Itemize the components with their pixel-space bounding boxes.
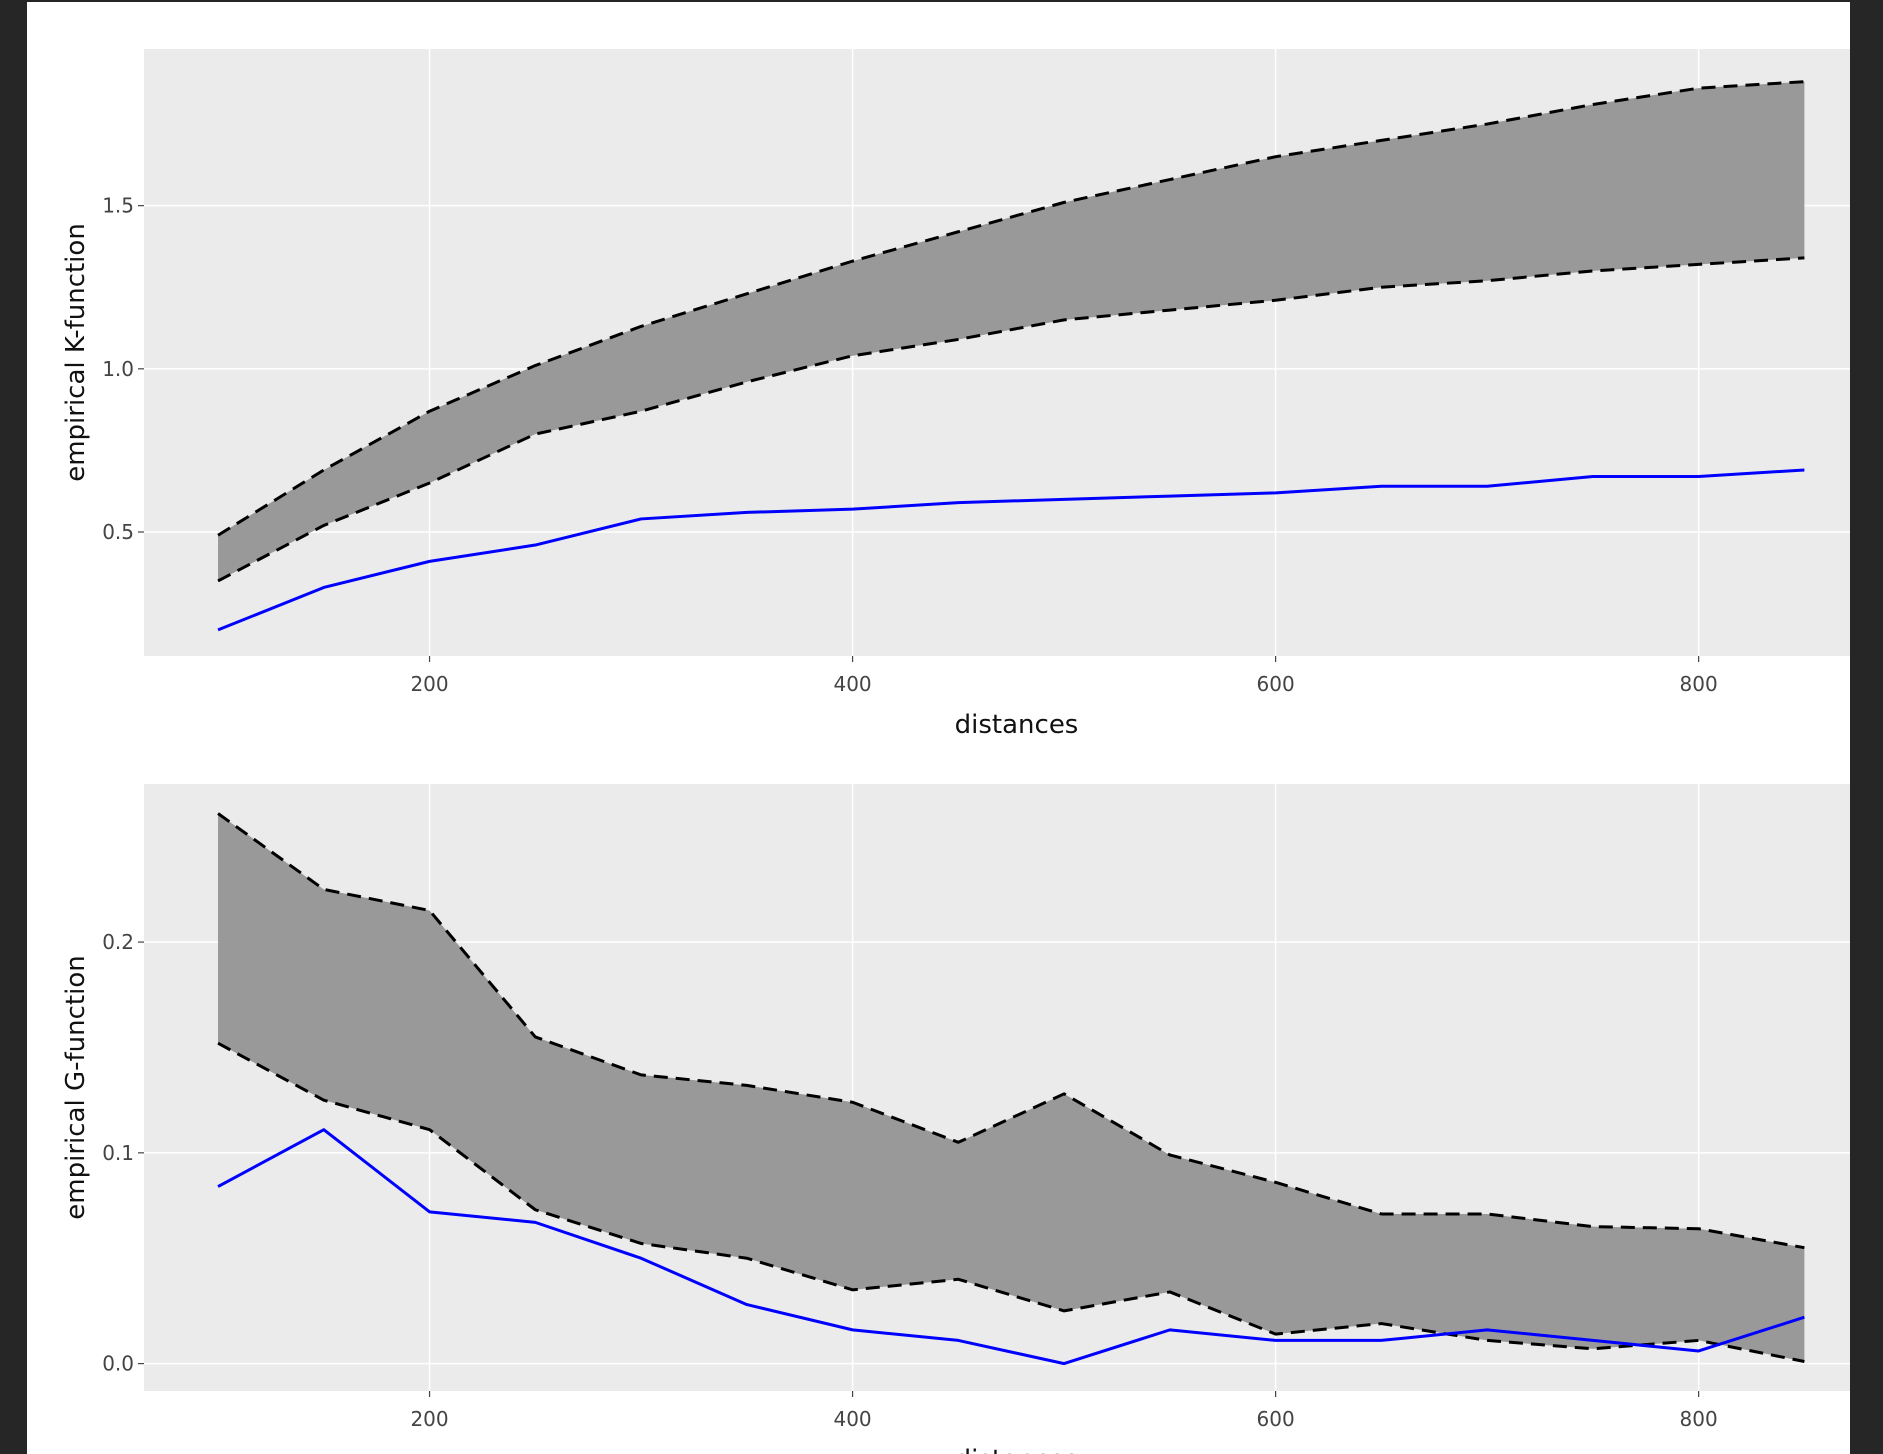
g-function-x-tick-labels: 200 400 600 800 [410, 1391, 1718, 1431]
window-top-border [27, 0, 1850, 2]
g-function-panel: 200 400 600 800 0.0 0.1 0.2 distances empiric… [61, 784, 1850, 1454]
g-function-x-axis-title: distances [955, 1445, 1079, 1454]
k-function-x-tick-label-600: 600 [1257, 672, 1295, 696]
k-function-x-tick-labels: 200 400 600 800 [410, 656, 1718, 696]
k-function-panel: 200 400 600 800 0.5 1.0 1.5 distances empiric… [61, 49, 1850, 740]
g-function-empirical-line [217, 1128, 1805, 1366]
k-function-x-tick-label-200: 200 [410, 672, 448, 696]
figure: 200 400 600 800 0.5 1.0 1.5 distances empiric… [27, 0, 1850, 1454]
k-function-x-tick-label-800: 800 [1680, 672, 1718, 696]
k-function-lower-envelope-line [217, 256, 1805, 583]
g-function-x-tick-label-800: 800 [1680, 1407, 1718, 1431]
k-function-series [217, 80, 1805, 632]
k-function-y-axis-title: empirical K-function [61, 223, 91, 482]
g-function-x-tick-label-400: 400 [833, 1407, 871, 1431]
k-function-envelope-fill [218, 81, 1805, 581]
g-function-y-tick-label-0.1: 0.1 [102, 1141, 134, 1165]
g-function-y-axis-title: empirical G-function [61, 955, 91, 1219]
k-function-empirical-line [217, 468, 1805, 632]
k-function-y-tick-label-1.0: 1.0 [102, 357, 134, 381]
k-function-x-tick-label-400: 400 [833, 672, 871, 696]
g-function-y-tick-label-0.2: 0.2 [102, 930, 134, 954]
chart-canvas: 200 400 600 800 0.5 1.0 1.5 distances empiric… [61, 49, 1850, 1454]
g-function-y-tick-label-0.0: 0.0 [102, 1352, 134, 1376]
g-function-lower-envelope-line [217, 1041, 1805, 1363]
g-function-x-tick-label-600: 600 [1257, 1407, 1295, 1431]
g-function-y-tick-labels: 0.0 0.1 0.2 [102, 930, 144, 1376]
g-function-upper-envelope-line [217, 812, 1805, 1250]
g-function-x-tick-label-200: 200 [410, 1407, 448, 1431]
k-function-x-axis-title: distances [955, 710, 1079, 740]
g-function-envelope [218, 813, 1805, 1362]
k-function-y-tick-labels: 0.5 1.0 1.5 [102, 194, 144, 544]
k-function-y-tick-label-1.5: 1.5 [102, 194, 134, 218]
g-function-series [217, 812, 1805, 1366]
k-function-y-tick-label-0.5: 0.5 [102, 520, 134, 544]
g-function-envelope-fill [218, 813, 1805, 1362]
k-function-envelope [218, 81, 1805, 581]
k-function-upper-envelope-line [217, 80, 1805, 537]
